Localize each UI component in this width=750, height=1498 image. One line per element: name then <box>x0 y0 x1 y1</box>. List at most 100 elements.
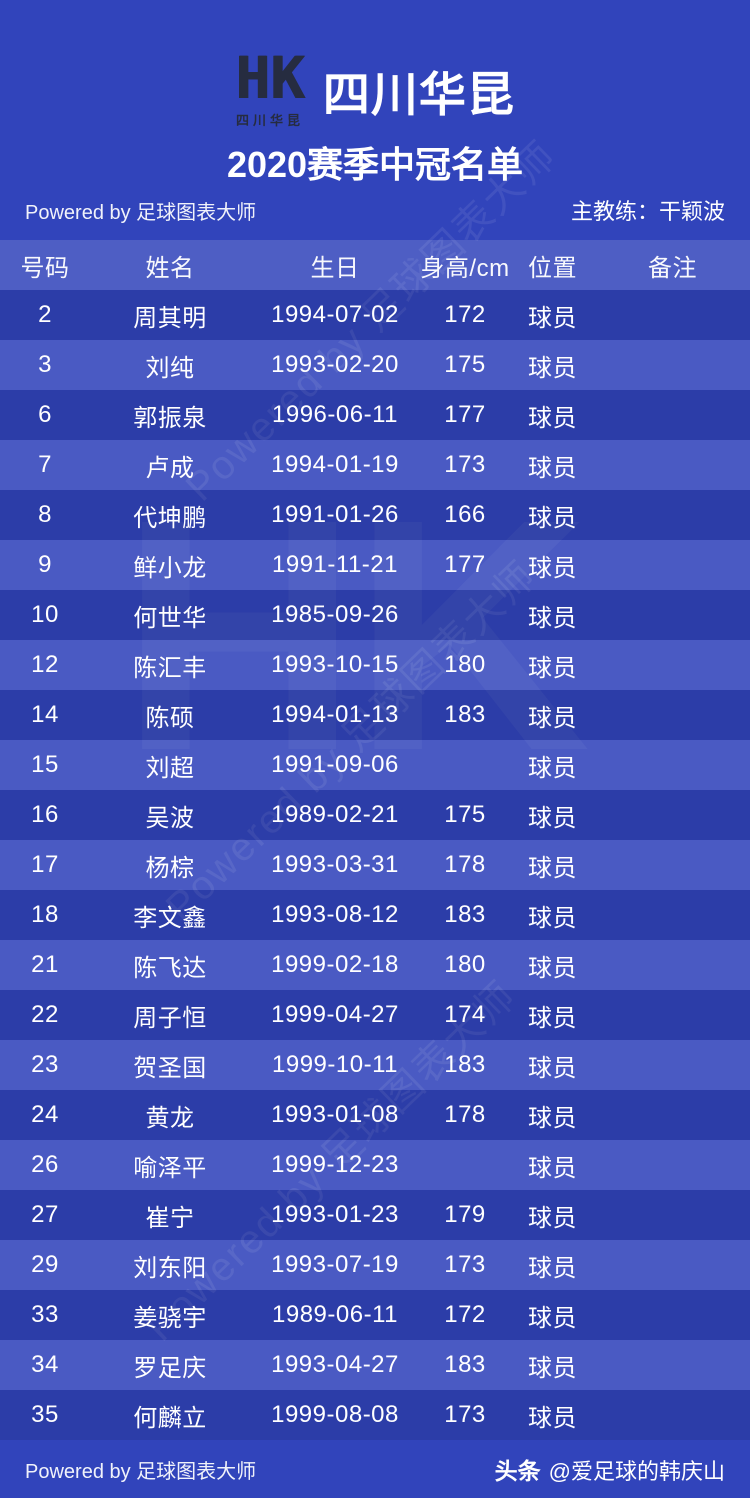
cell-position: 球员 <box>528 1354 577 1382</box>
table-row: 14 陈硕 1994-01-13 183 球员 <box>0 690 750 740</box>
cell-number: 23 <box>31 1051 59 1078</box>
cell-name: 喻泽平 <box>133 1154 207 1182</box>
cell-number: 14 <box>31 701 59 728</box>
cell-height: 183 <box>444 901 486 928</box>
info-bar: Powered by 足球图表大师 主教练：干颖波 <box>0 194 750 226</box>
cell-name: 罗足庆 <box>133 1354 207 1382</box>
cell-height: 178 <box>444 851 486 878</box>
cell-birthday: 1991-09-06 <box>271 751 399 778</box>
cell-name: 刘东阳 <box>133 1254 207 1282</box>
cell-name: 何麟立 <box>133 1404 207 1432</box>
cell-number: 7 <box>38 451 52 478</box>
table-row: 18 李文鑫 1993-08-12 183 球员 <box>0 890 750 940</box>
cell-name: 贺圣国 <box>133 1054 207 1082</box>
cell-position: 球员 <box>528 754 577 782</box>
team-name: 四川华昆 <box>322 67 515 121</box>
cell-position: 球员 <box>528 804 577 832</box>
cell-name: 周子恒 <box>133 1004 207 1032</box>
cell-height: 183 <box>444 1051 486 1078</box>
cell-birthday: 1989-06-11 <box>272 1301 398 1328</box>
cell-birthday: 1994-07-02 <box>271 301 399 328</box>
cell-position: 球员 <box>528 1404 577 1432</box>
cell-position: 球员 <box>528 454 577 482</box>
powered-by-label: Powered by 足球图表大师 <box>25 1460 257 1483</box>
head-coach-label: 主教练：干颖波 <box>570 199 725 224</box>
cell-birthday: 1999-04-27 <box>271 1001 399 1028</box>
cell-position: 球员 <box>528 1104 577 1132</box>
cell-name: 何世华 <box>133 604 207 632</box>
column-header-name: 姓名 <box>145 254 195 282</box>
table-row: 33 姜骁宇 1989-06-11 172 球员 <box>0 1290 750 1340</box>
cell-birthday: 1993-01-23 <box>271 1201 399 1228</box>
cell-name: 刘纯 <box>145 354 195 382</box>
cell-birthday: 1993-01-08 <box>271 1101 399 1128</box>
club-logo: HK 四川华昆 <box>235 44 305 128</box>
cell-number: 27 <box>31 1201 59 1228</box>
cell-number: 22 <box>31 1001 59 1028</box>
table-row: 35 何麟立 1999-08-08 173 球员 <box>0 1390 750 1440</box>
cell-name: 卢成 <box>145 454 195 482</box>
table-row: 22 周子恒 1999-04-27 174 球员 <box>0 990 750 1040</box>
cell-number: 9 <box>38 551 52 578</box>
cell-birthday: 1993-04-27 <box>271 1351 399 1378</box>
cell-birthday: 1996-06-11 <box>272 401 398 428</box>
cell-number: 26 <box>31 1151 59 1178</box>
table-row: 7 卢成 1994-01-19 173 球员 <box>0 440 750 490</box>
table-row: 21 陈飞达 1999-02-18 180 球员 <box>0 940 750 990</box>
cell-name: 吴波 <box>145 804 195 832</box>
cell-position: 球员 <box>528 404 577 432</box>
cell-position: 球员 <box>528 554 577 582</box>
club-logo-subtext: 四川华昆 <box>235 112 304 128</box>
cell-name: 陈硕 <box>145 704 195 732</box>
cell-birthday: 1991-01-26 <box>271 501 399 528</box>
table-row: 12 陈汇丰 1993-10-15 180 球员 <box>0 640 750 690</box>
cell-birthday: 1993-02-20 <box>271 351 399 378</box>
table-row: 15 刘超 1991-09-06 球员 <box>0 740 750 790</box>
cell-height: 175 <box>444 351 486 378</box>
cell-birthday: 1993-03-31 <box>271 851 399 878</box>
cell-position: 球员 <box>528 1204 577 1232</box>
cell-name: 姜骁宇 <box>133 1304 207 1332</box>
cell-height: 180 <box>444 951 486 978</box>
cell-position: 球员 <box>528 1154 577 1182</box>
cell-height: 177 <box>444 551 486 578</box>
cell-number: 6 <box>38 401 52 428</box>
table-header-row: 号码 姓名 生日 身高/cm 位置 备注 <box>0 240 750 290</box>
club-logo-monogram: HK <box>235 44 305 113</box>
cell-number: 15 <box>31 751 59 778</box>
table-row: 26 喻泽平 1999-12-23 球员 <box>0 1140 750 1190</box>
cell-number: 29 <box>31 1251 59 1278</box>
cell-name: 崔宁 <box>145 1204 195 1232</box>
table-row: 17 杨棕 1993-03-31 178 球员 <box>0 840 750 890</box>
table-row: 34 罗足庆 1993-04-27 183 球员 <box>0 1340 750 1390</box>
cell-position: 球员 <box>528 1054 577 1082</box>
cell-name: 陈飞达 <box>133 954 207 982</box>
toutiao-logo: 头条 <box>494 1458 541 1484</box>
cell-name: 周其明 <box>133 304 207 332</box>
cell-birthday: 1993-10-15 <box>271 651 399 678</box>
cell-name: 黄龙 <box>145 1104 195 1132</box>
table-row: 24 黄龙 1993-01-08 178 球员 <box>0 1090 750 1140</box>
cell-number: 24 <box>31 1101 59 1128</box>
cell-name: 陈汇丰 <box>133 654 207 682</box>
cell-number: 18 <box>31 901 59 928</box>
cell-height: 179 <box>444 1201 486 1228</box>
cell-birthday: 1993-07-19 <box>271 1251 399 1278</box>
cell-birthday: 1985-09-26 <box>271 601 399 628</box>
cell-position: 球员 <box>528 854 577 882</box>
cell-position: 球员 <box>528 354 577 382</box>
table-row: 29 刘东阳 1993-07-19 173 球员 <box>0 1240 750 1290</box>
column-header-birthday: 生日 <box>310 254 360 282</box>
cell-height: 174 <box>444 1001 486 1028</box>
cell-position: 球员 <box>528 504 577 532</box>
table-row: 8 代坤鹏 1991-01-26 166 球员 <box>0 490 750 540</box>
cell-position: 球员 <box>528 1254 577 1282</box>
cell-position: 球员 <box>528 1304 577 1332</box>
cell-height: 177 <box>444 401 486 428</box>
table-body: 2 周其明 1994-07-02 172 球员 3 刘纯 1993-02-20 … <box>0 290 750 1440</box>
cell-number: 10 <box>31 601 59 628</box>
cell-birthday: 1999-10-11 <box>272 1051 398 1078</box>
roster-table: 号码 姓名 生日 身高/cm 位置 备注 2 周其明 1994-07-02 17… <box>0 240 750 1440</box>
cell-height: 175 <box>444 801 486 828</box>
table-row: 3 刘纯 1993-02-20 175 球员 <box>0 340 750 390</box>
